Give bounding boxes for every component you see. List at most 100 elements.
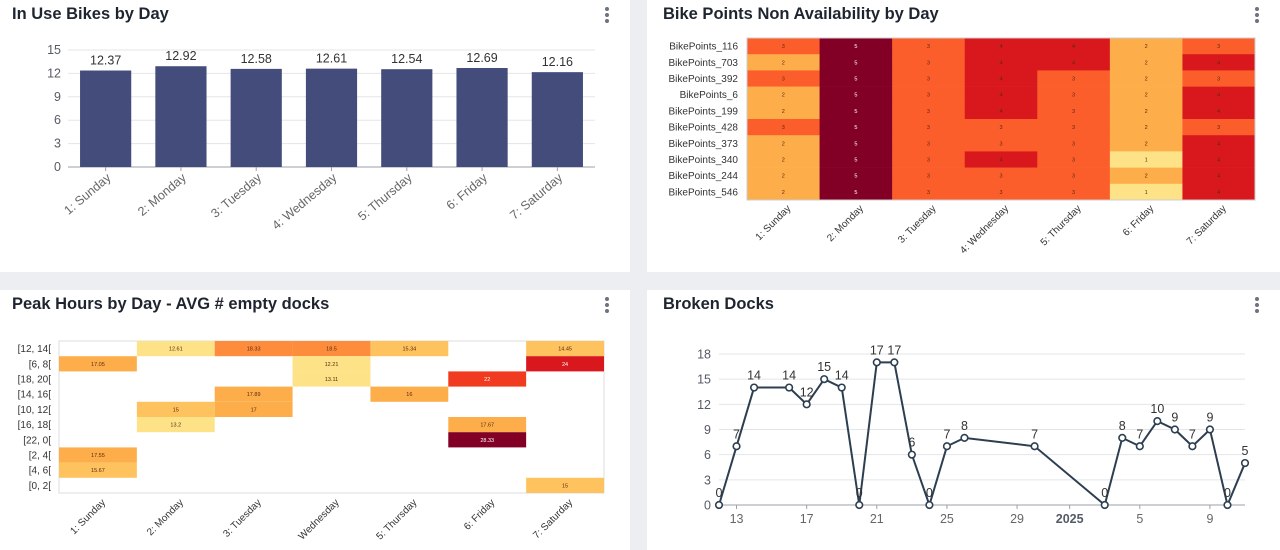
heatmap-cell xyxy=(892,54,966,71)
heatmap-cell xyxy=(292,341,371,357)
heatmap-cell xyxy=(964,54,1038,71)
cell-value-label: 4 xyxy=(1072,60,1075,66)
x-tick-label: 2025 xyxy=(1056,512,1084,526)
heatmap-cell xyxy=(214,341,293,357)
cell-value-label: 3 xyxy=(927,93,930,99)
cell-value-label: 17 xyxy=(251,407,257,413)
cell-value-label: 5 xyxy=(854,93,857,99)
x-tick-label: 2: Monday xyxy=(825,203,866,244)
cell-value-label: 3 xyxy=(1217,44,1220,50)
y-tick-label: BikePoints_392 xyxy=(669,74,739,85)
heatmap-cell xyxy=(1182,183,1256,201)
heatmap-cell xyxy=(136,417,215,433)
heatmap-cell xyxy=(1109,135,1183,152)
data-label: 14 xyxy=(782,369,796,383)
heatmap-cell xyxy=(1109,70,1183,87)
heatmap-cell xyxy=(292,371,371,387)
data-label: 9 xyxy=(1171,411,1178,425)
bar-value-label: 12.37 xyxy=(90,54,121,68)
x-tick-label: 2: Monday xyxy=(145,497,186,538)
data-point xyxy=(714,500,724,510)
y-tick-label: 12 xyxy=(697,398,711,412)
heatmap-cell xyxy=(1182,151,1256,168)
cell-value-label: 3 xyxy=(927,109,930,115)
data-label: 7 xyxy=(1189,427,1196,441)
data-point xyxy=(942,442,952,451)
x-tick-label: 7: Saturday xyxy=(507,170,566,222)
more-vertical-icon[interactable] xyxy=(599,4,615,26)
y-tick-label: [12, 14[ xyxy=(18,344,52,355)
cell-value-label: 3 xyxy=(782,125,785,131)
data-label: 17 xyxy=(870,343,884,357)
y-tick-label: 6 xyxy=(54,113,61,127)
cell-value-label: 3 xyxy=(1217,77,1220,83)
heatmap-cell xyxy=(964,135,1038,152)
data-label: 17 xyxy=(887,343,901,357)
heatmap-cell xyxy=(1182,86,1256,104)
bar xyxy=(305,68,358,167)
data-label: 7 xyxy=(1031,427,1038,441)
y-tick-label: BikePoints_244 xyxy=(669,171,739,182)
cell-value-label: 5 xyxy=(854,77,857,83)
heatmap-cell xyxy=(964,167,1038,185)
heatmap-cell xyxy=(964,151,1038,168)
data-label: 0 xyxy=(1101,486,1108,500)
heatmap-cell xyxy=(819,183,893,201)
heatmap-cell xyxy=(892,151,966,168)
cell-value-label: 4 xyxy=(999,93,1002,99)
data-point xyxy=(1188,442,1197,451)
more-vertical-icon[interactable] xyxy=(599,294,615,316)
bar-value-label: 12.54 xyxy=(391,52,422,66)
y-tick-label: [16, 18[ xyxy=(18,420,52,431)
x-tick-label: 7: Saturday xyxy=(1185,203,1229,247)
y-tick-label: BikePoints_703 xyxy=(669,58,739,69)
cell-value-label: 2 xyxy=(782,141,785,147)
data-label: 7 xyxy=(943,427,950,441)
cell-value-label: 3 xyxy=(927,125,930,131)
x-tick-label: 5: Thursday xyxy=(1039,203,1084,248)
x-tick-label: 1: Sunday xyxy=(68,497,108,537)
heatmap-cell xyxy=(747,54,820,71)
bar xyxy=(80,70,132,167)
cell-value-label: 2 xyxy=(1145,141,1148,147)
cell-value-label: 3 xyxy=(782,44,785,50)
cell-value-label: 3 xyxy=(927,60,930,66)
cell-value-label: 4 xyxy=(999,60,1002,66)
data-point xyxy=(960,433,969,442)
y-tick-label: 0 xyxy=(704,499,711,513)
data-point xyxy=(1240,458,1250,468)
heatmap-cell xyxy=(1037,70,1111,87)
y-tick-label: 3 xyxy=(704,473,711,487)
bar-value-label: 12.16 xyxy=(542,55,573,69)
heatmap-cell xyxy=(1109,102,1183,120)
heatmap-cell xyxy=(370,386,449,402)
heatmap-cell xyxy=(214,386,293,402)
cell-value-label: 5 xyxy=(854,190,857,196)
heatmap-cell xyxy=(59,356,137,372)
cell-value-label: 12.21 xyxy=(325,362,339,368)
x-tick-label: 17 xyxy=(800,512,814,526)
cell-value-label: 17.67 xyxy=(480,423,494,429)
heatmap-cell xyxy=(526,477,604,493)
more-vertical-icon[interactable] xyxy=(1249,294,1265,316)
heatmap-cell xyxy=(892,167,966,185)
heatmap-cell xyxy=(1182,54,1256,71)
y-tick-label: BikePoints_373 xyxy=(669,139,739,150)
x-tick-label: 4: Wednesday xyxy=(269,170,340,232)
more-vertical-icon[interactable] xyxy=(1249,4,1265,26)
x-tick-label: 1: Sunday xyxy=(754,203,794,243)
data-point xyxy=(1223,500,1232,510)
cell-value-label: 3 xyxy=(999,190,1002,196)
heatmap-cell xyxy=(526,341,604,357)
heatmap-cell xyxy=(964,183,1038,201)
x-tick-label: 6: Friday xyxy=(444,170,491,212)
data-point xyxy=(785,383,794,392)
heatmap-cell xyxy=(892,183,966,201)
data-label: 14 xyxy=(835,369,849,383)
heatmap-cell xyxy=(1109,151,1183,168)
cell-value-label: 1 xyxy=(1145,190,1148,196)
x-tick-label: 13 xyxy=(730,512,744,526)
heatmap-cell xyxy=(1182,135,1256,152)
heatmap-cell xyxy=(1109,183,1183,201)
data-label: 14 xyxy=(747,369,761,383)
